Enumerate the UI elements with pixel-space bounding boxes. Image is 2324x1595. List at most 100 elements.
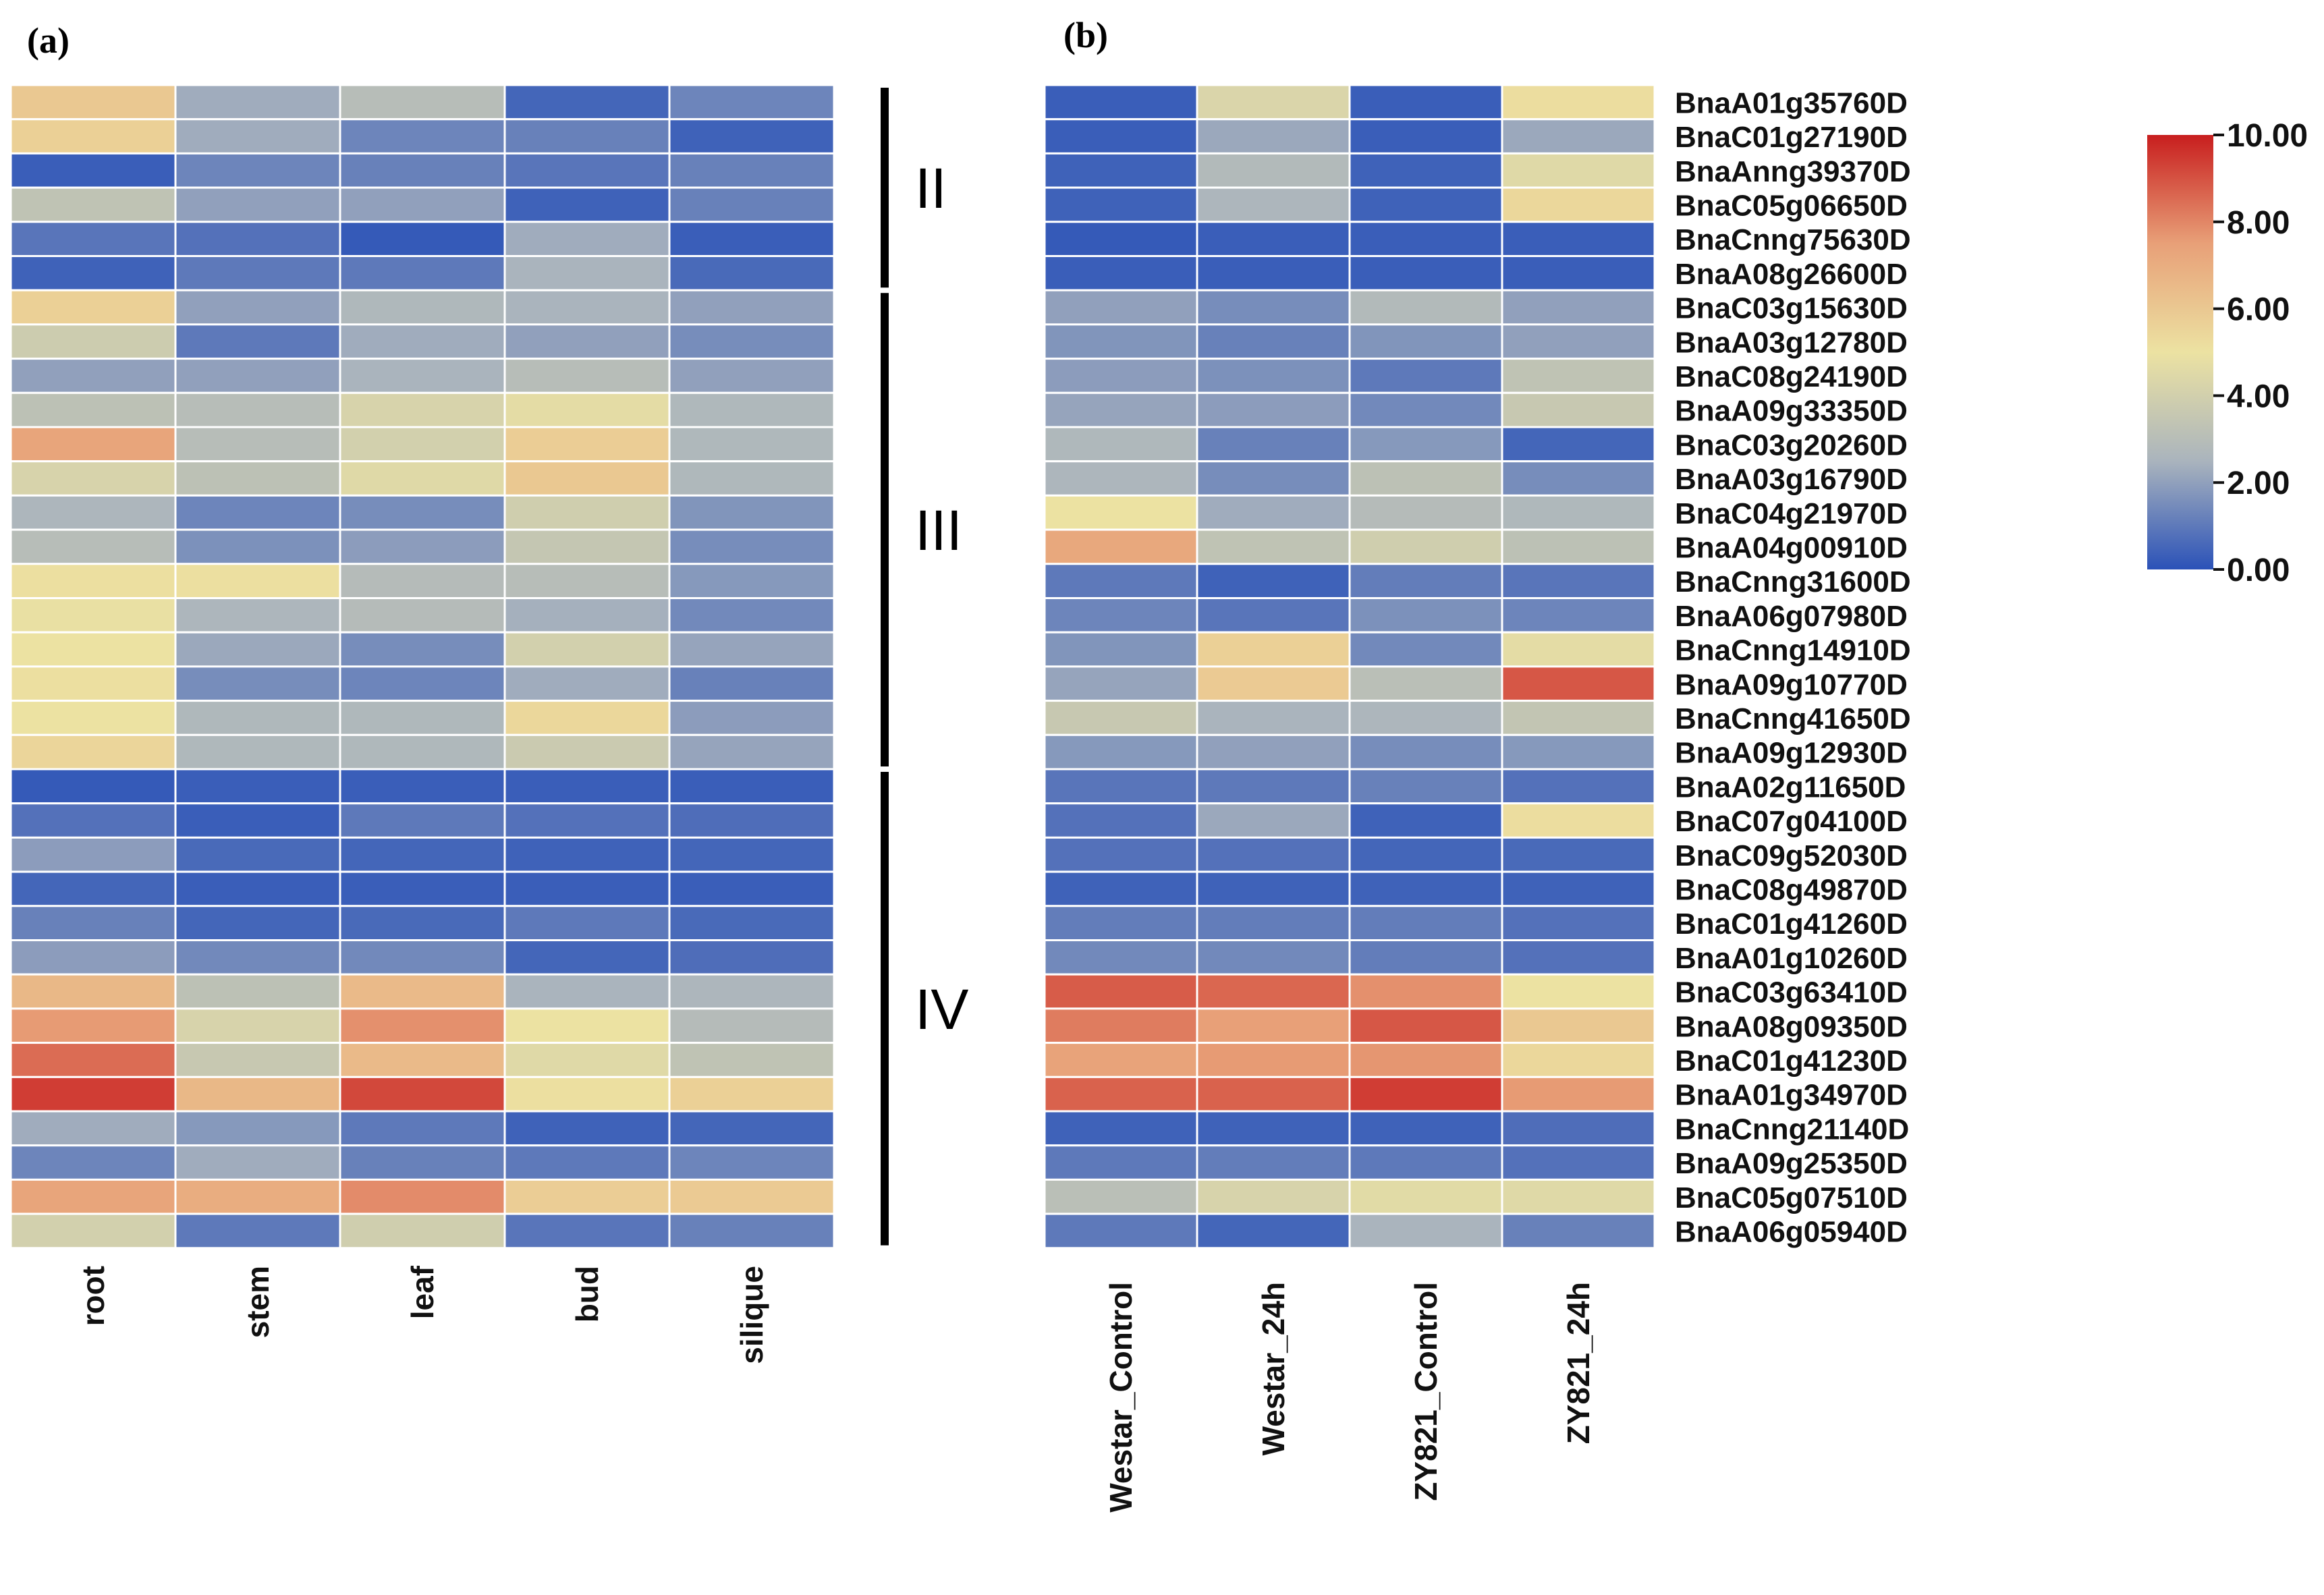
heatmap-b-cell-r30-c0 <box>1043 1110 1198 1147</box>
heatmap-b-cell-r25-c3 <box>1501 939 1656 976</box>
heatmap-a-cell-r14-c2 <box>339 563 506 599</box>
heatmap-a-cell-r33-c4 <box>668 1212 835 1250</box>
gene-label-BnaC05g06650D: BnaC05g06650D <box>1675 189 1908 222</box>
heatmap-a-cell-r16-c2 <box>339 631 506 668</box>
heatmap-a-cell-r23-c2 <box>339 870 506 907</box>
heatmap-b-cell-r20-c0 <box>1043 768 1198 805</box>
heatmap-b-cell-r31-c3 <box>1501 1144 1656 1181</box>
heatmap-a-cell-r28-c4 <box>668 1042 835 1078</box>
heatmap-a-cell-r0-c4 <box>668 84 835 121</box>
heatmap-b-cell-r3-c1 <box>1196 186 1351 223</box>
heatmap-b-cell-r11-c1 <box>1196 460 1351 497</box>
heatmap-a-cell-r31-c1 <box>174 1144 341 1181</box>
heatmap-b-cell-r3-c2 <box>1348 186 1503 223</box>
gene-label-BnaA08g26600D: BnaA08g26600D <box>1675 258 1908 291</box>
gene-label-BnaCnng31600D: BnaCnng31600D <box>1675 565 1911 598</box>
column-labels-a: root stem leaf bud silique <box>76 1265 769 1364</box>
heatmap-a-cell-r22-c0 <box>9 836 177 873</box>
heatmap-b-cell-r29-c2 <box>1348 1075 1503 1113</box>
heatmap-a-cell-r12-c4 <box>668 494 835 531</box>
heatmap-b-cell-r19-c3 <box>1501 733 1656 771</box>
heatmap-a-cell-r3-c2 <box>339 186 506 223</box>
heatmap-a-cell-r25-c0 <box>9 939 177 976</box>
heatmap-a-cell-r7-c0 <box>9 323 177 360</box>
heatmap-a-cell-r8-c1 <box>174 358 341 394</box>
heatmap-a-cell-r7-c3 <box>503 323 671 360</box>
heatmap-a-cell-r28-c3 <box>503 1042 671 1078</box>
gene-label-BnaA03g12780D: BnaA03g12780D <box>1675 326 1908 359</box>
heatmap-a-cell-r24-c1 <box>174 905 341 942</box>
heatmap-a-cell-r3-c1 <box>174 186 341 223</box>
heatmap-a-cell-r3-c4 <box>668 186 835 223</box>
heatmap-a-cell-r28-c0 <box>9 1042 177 1078</box>
heatmap-a-cell-r19-c2 <box>339 733 506 771</box>
heatmap-a-cell-r7-c2 <box>339 323 506 360</box>
column-label-root: root <box>76 1266 111 1326</box>
heatmap-b-cell-r32-c2 <box>1348 1178 1503 1215</box>
gene-label-BnaAnng39370D: BnaAnng39370D <box>1675 155 1911 188</box>
legend-tick-label: 8.00 <box>2227 205 2290 241</box>
heatmap-a-cell-r18-c2 <box>339 700 506 736</box>
heatmap-b-cell-r14-c2 <box>1348 563 1503 599</box>
heatmap-a-cell-r25-c2 <box>339 939 506 976</box>
heatmap-a-cell-r11-c3 <box>503 460 671 497</box>
heatmap-b-cell-r28-c0 <box>1043 1042 1198 1078</box>
heatmap-b-cell-r0-c2 <box>1348 84 1503 121</box>
heatmap-a-cell-r22-c1 <box>174 836 341 873</box>
heatmap-a-cell-r24-c2 <box>339 905 506 942</box>
heatmap-a-cell-r18-c4 <box>668 700 835 736</box>
heatmap-b-cell-r9-c2 <box>1348 391 1503 428</box>
gene-label-BnaCnng14910D: BnaCnng14910D <box>1675 634 1911 667</box>
heatmap-b-cell-r21-c1 <box>1196 802 1351 839</box>
heatmap-b-cell-r27-c2 <box>1348 1007 1503 1044</box>
heatmap-b-cell-r6-c3 <box>1501 289 1656 326</box>
heatmap-b-cell-r15-c0 <box>1043 597 1198 634</box>
heatmap-a-cell-r18-c1 <box>174 700 341 736</box>
heatmap-a-cell-r32-c4 <box>668 1178 835 1215</box>
heatmap-a-cell-r6-c1 <box>174 289 341 326</box>
heatmap-a-cell-r18-c3 <box>503 700 671 736</box>
heatmap-b-cell-r8-c0 <box>1043 358 1198 394</box>
heatmap-b-cell-r17-c3 <box>1501 665 1656 702</box>
heatmap-a-cell-r9-c4 <box>668 391 835 428</box>
heatmap-a-cell-r11-c0 <box>9 460 177 497</box>
heatmap-a-cell-r30-c1 <box>174 1110 341 1147</box>
heatmap-a-cell-r15-c2 <box>339 597 506 634</box>
heatmap-a-cell-r9-c2 <box>339 391 506 428</box>
heatmap-a-cell-r10-c0 <box>9 426 177 463</box>
heatmap-a-cell-r8-c2 <box>339 358 506 394</box>
heatmap-a-cell-r25-c3 <box>503 939 671 976</box>
heatmap-b-cell-r31-c2 <box>1348 1144 1503 1181</box>
gene-label-BnaC03g63410D: BnaC03g63410D <box>1675 976 1908 1009</box>
gene-label-BnaA09g25350D: BnaA09g25350D <box>1675 1147 1908 1180</box>
heatmap-b-cell-r6-c0 <box>1043 289 1198 326</box>
heatmap-b-cell-r11-c2 <box>1348 460 1503 497</box>
heatmap-b-cell-r16-c3 <box>1501 631 1656 668</box>
heatmap-a-cell-r1-c4 <box>668 118 835 155</box>
heatmap-a-cell-r32-c0 <box>9 1178 177 1215</box>
heatmap-b-cell-r1-c0 <box>1043 118 1198 155</box>
heatmap-b-cell-r24-c2 <box>1348 905 1503 942</box>
gene-label-BnaA04g00910D: BnaA04g00910D <box>1675 531 1908 564</box>
gene-label-BnaA08g09350D: BnaA08g09350D <box>1675 1010 1908 1043</box>
heatmap-a-cell-r8-c4 <box>668 358 835 394</box>
heatmap-a-cell-r0-c3 <box>503 84 671 121</box>
heatmap-a-cell-r4-c4 <box>668 221 835 257</box>
gene-label-BnaA01g10260D: BnaA01g10260D <box>1675 942 1908 975</box>
panel-a-label: (a) <box>27 20 70 61</box>
heatmap-a-cell-r26-c4 <box>668 973 835 1010</box>
heatmap-a-cell-r15-c4 <box>668 597 835 634</box>
heatmap-a-cell-r21-c0 <box>9 802 177 839</box>
column-labels-b: Westar_Control Westar_24h ZY821_Control ZY8… <box>1103 1282 1596 1513</box>
heatmap-b-cell-r31-c0 <box>1043 1144 1198 1181</box>
legend-tick-label: 2.00 <box>2227 466 2290 501</box>
heatmap-b-cell-r11-c0 <box>1043 460 1198 497</box>
heatmap-a-cell-r27-c3 <box>503 1007 671 1044</box>
heatmap-b-cell-r17-c1 <box>1196 665 1351 702</box>
heatmap-b <box>1043 84 1656 1250</box>
heatmap-a-cell-r20-c0 <box>9 768 177 805</box>
heatmap-a-cell-r33-c0 <box>9 1212 177 1250</box>
heatmap-b-cell-r25-c1 <box>1196 939 1351 976</box>
heatmap-b-cell-r27-c0 <box>1043 1007 1198 1044</box>
